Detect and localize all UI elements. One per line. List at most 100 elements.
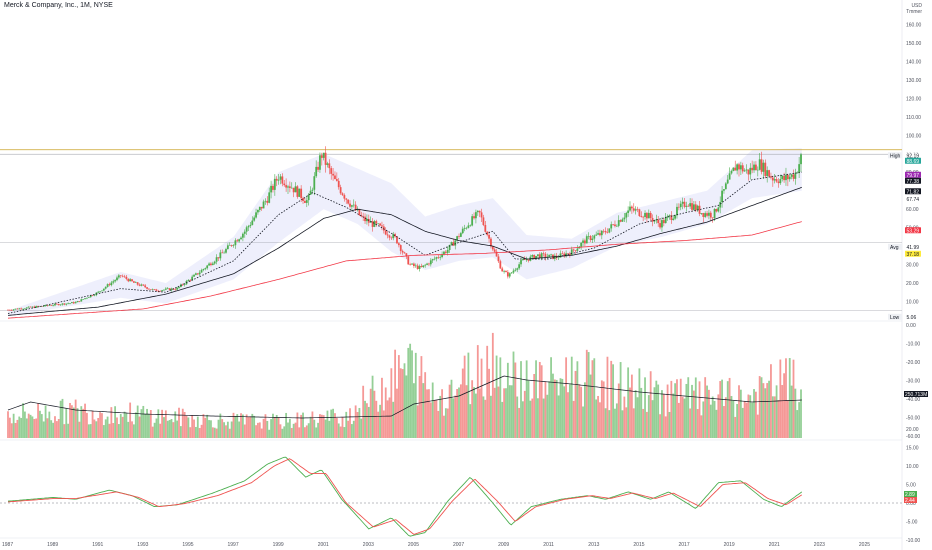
- candle: [670, 215, 673, 221]
- candle: [268, 192, 271, 203]
- candle: [687, 205, 690, 207]
- volume-bar: [116, 417, 118, 438]
- candle: [698, 205, 701, 214]
- volume-bar: [240, 413, 242, 438]
- candle: [627, 210, 630, 214]
- volume-bar: [689, 408, 692, 438]
- volume-bar: [10, 423, 13, 438]
- candle: [589, 236, 592, 241]
- volume-bar: [210, 420, 212, 438]
- volume-bar: [245, 414, 248, 438]
- candle: [311, 189, 314, 191]
- candle: [523, 259, 526, 260]
- price-tag: 79.97: [905, 171, 921, 179]
- price-tag: 41.99 Avg: [888, 243, 921, 251]
- candle: [580, 242, 583, 247]
- candle: [343, 195, 346, 199]
- candle: [138, 284, 141, 286]
- volume-bar: [249, 416, 252, 438]
- candle: [210, 263, 212, 266]
- candle: [371, 221, 374, 227]
- candle: [634, 209, 637, 211]
- volume-bar: [211, 427, 214, 438]
- candle: [499, 261, 502, 269]
- volume-bar: [163, 417, 165, 438]
- volume-bar: [762, 383, 765, 438]
- volume-bar: [142, 405, 145, 438]
- oscillator-line-2: [7, 458, 803, 535]
- volume-bar: [251, 413, 254, 438]
- volume-bar: [418, 376, 421, 438]
- candle: [7, 309, 9, 311]
- volume-bar: [48, 411, 51, 438]
- volume-bar: [760, 377, 763, 438]
- volume-bar: [112, 423, 115, 438]
- candle: [129, 279, 132, 282]
- volume-bar: [655, 380, 658, 438]
- candle: [356, 209, 359, 211]
- candle: [134, 282, 137, 283]
- time-tick-label: 2001: [318, 542, 329, 548]
- volume-bar: [666, 384, 669, 438]
- volume-bar: [16, 419, 19, 438]
- candle: [366, 218, 368, 222]
- price-tick-label: 100.00: [906, 133, 922, 139]
- volume-bar: [40, 414, 43, 438]
- volume-bar: [264, 414, 267, 438]
- candle: [625, 213, 628, 218]
- candle: [642, 216, 645, 218]
- time-tick-label: 1987: [2, 542, 13, 548]
- candle: [149, 289, 152, 290]
- candle: [450, 242, 453, 245]
- price-tag-value: 41.99: [907, 245, 920, 251]
- volume-bar: [50, 420, 53, 438]
- candle: [557, 257, 560, 259]
- volume-bar: [753, 389, 755, 438]
- candle: [70, 302, 73, 304]
- price-tag-bg: [905, 177, 921, 184]
- volume-bar: [7, 411, 9, 438]
- volume-bar: [422, 383, 425, 438]
- volume-bar: [350, 424, 353, 438]
- volume-bar: [305, 425, 308, 438]
- volume-bar: [514, 362, 517, 438]
- candle: [550, 254, 552, 256]
- candle: [179, 284, 182, 287]
- time-tick-label: 1993: [137, 542, 148, 548]
- candle: [110, 282, 113, 286]
- candle: [82, 299, 85, 300]
- price-tag-value: 79.97: [907, 173, 920, 179]
- volume-bar: [743, 401, 746, 438]
- candle: [127, 278, 130, 282]
- volume-bar: [711, 396, 714, 438]
- price-tag: 71.82: [905, 188, 921, 195]
- candle: [508, 273, 511, 277]
- candle: [264, 200, 267, 202]
- candle: [305, 200, 308, 203]
- candle: [475, 212, 477, 219]
- candle: [272, 185, 274, 190]
- candle: [27, 306, 30, 308]
- volume-bar: [369, 388, 372, 438]
- volume-bar: [322, 415, 325, 438]
- candle: [651, 217, 654, 222]
- candle: [166, 288, 169, 289]
- volume-bar: [367, 406, 370, 438]
- volume-bar: [52, 422, 54, 438]
- volume-bar: [106, 416, 109, 438]
- volume-bar: [409, 343, 412, 438]
- candle: [367, 218, 370, 223]
- volume-tag-value: 250.713M: [905, 392, 927, 398]
- candle: [743, 170, 746, 172]
- volume-bar: [636, 397, 639, 438]
- candle: [223, 252, 226, 254]
- candle: [302, 198, 304, 201]
- volume-bar: [521, 401, 524, 438]
- price-tick-label: 160.00: [906, 22, 922, 28]
- volume-bar: [309, 416, 312, 438]
- candle: [666, 216, 669, 218]
- oscillator-tag-value: 2.44: [905, 498, 915, 504]
- candle: [288, 186, 291, 188]
- candle: [392, 234, 395, 239]
